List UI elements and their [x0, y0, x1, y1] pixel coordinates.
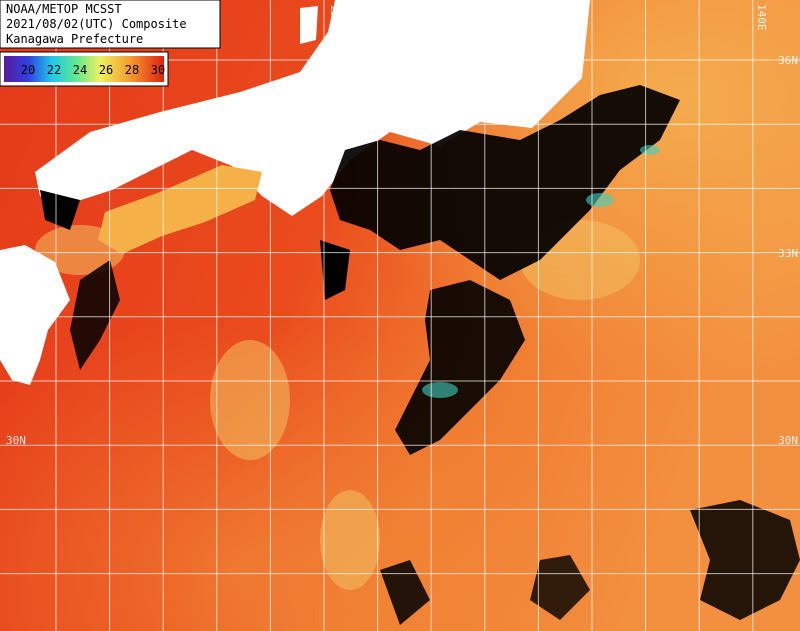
legend-tick-label: 28: [125, 63, 139, 77]
header-box: NOAA/METOP MCSST 2021/08/02(UTC) Composi…: [0, 0, 221, 49]
legend-tick-label: 26: [99, 63, 113, 77]
legend: 20 22 24 26 28 30: [0, 51, 169, 87]
lat-label: 30N: [778, 434, 798, 447]
lon-label: 136E: [328, 4, 341, 31]
land: [0, 0, 590, 385]
lon-label: 140E: [755, 4, 768, 31]
lat-label: 30N: [6, 434, 26, 447]
header-background: [0, 0, 221, 49]
cloud: [40, 85, 800, 625]
legend-tick-label: 22: [47, 63, 61, 77]
legend-tick-label: 30: [151, 63, 165, 77]
lat-label: 36N: [778, 54, 798, 67]
legend-tick-label: 24: [73, 63, 87, 77]
legend-tick-label: 20: [21, 63, 35, 77]
lat-label: 33N: [778, 247, 798, 260]
header-line: NOAA/METOP MCSST: [6, 2, 122, 16]
color-bar: [4, 56, 164, 82]
header-line: Kanagawa Prefecture: [6, 32, 143, 46]
header-line: 2021/08/02(UTC) Composite: [6, 17, 187, 31]
